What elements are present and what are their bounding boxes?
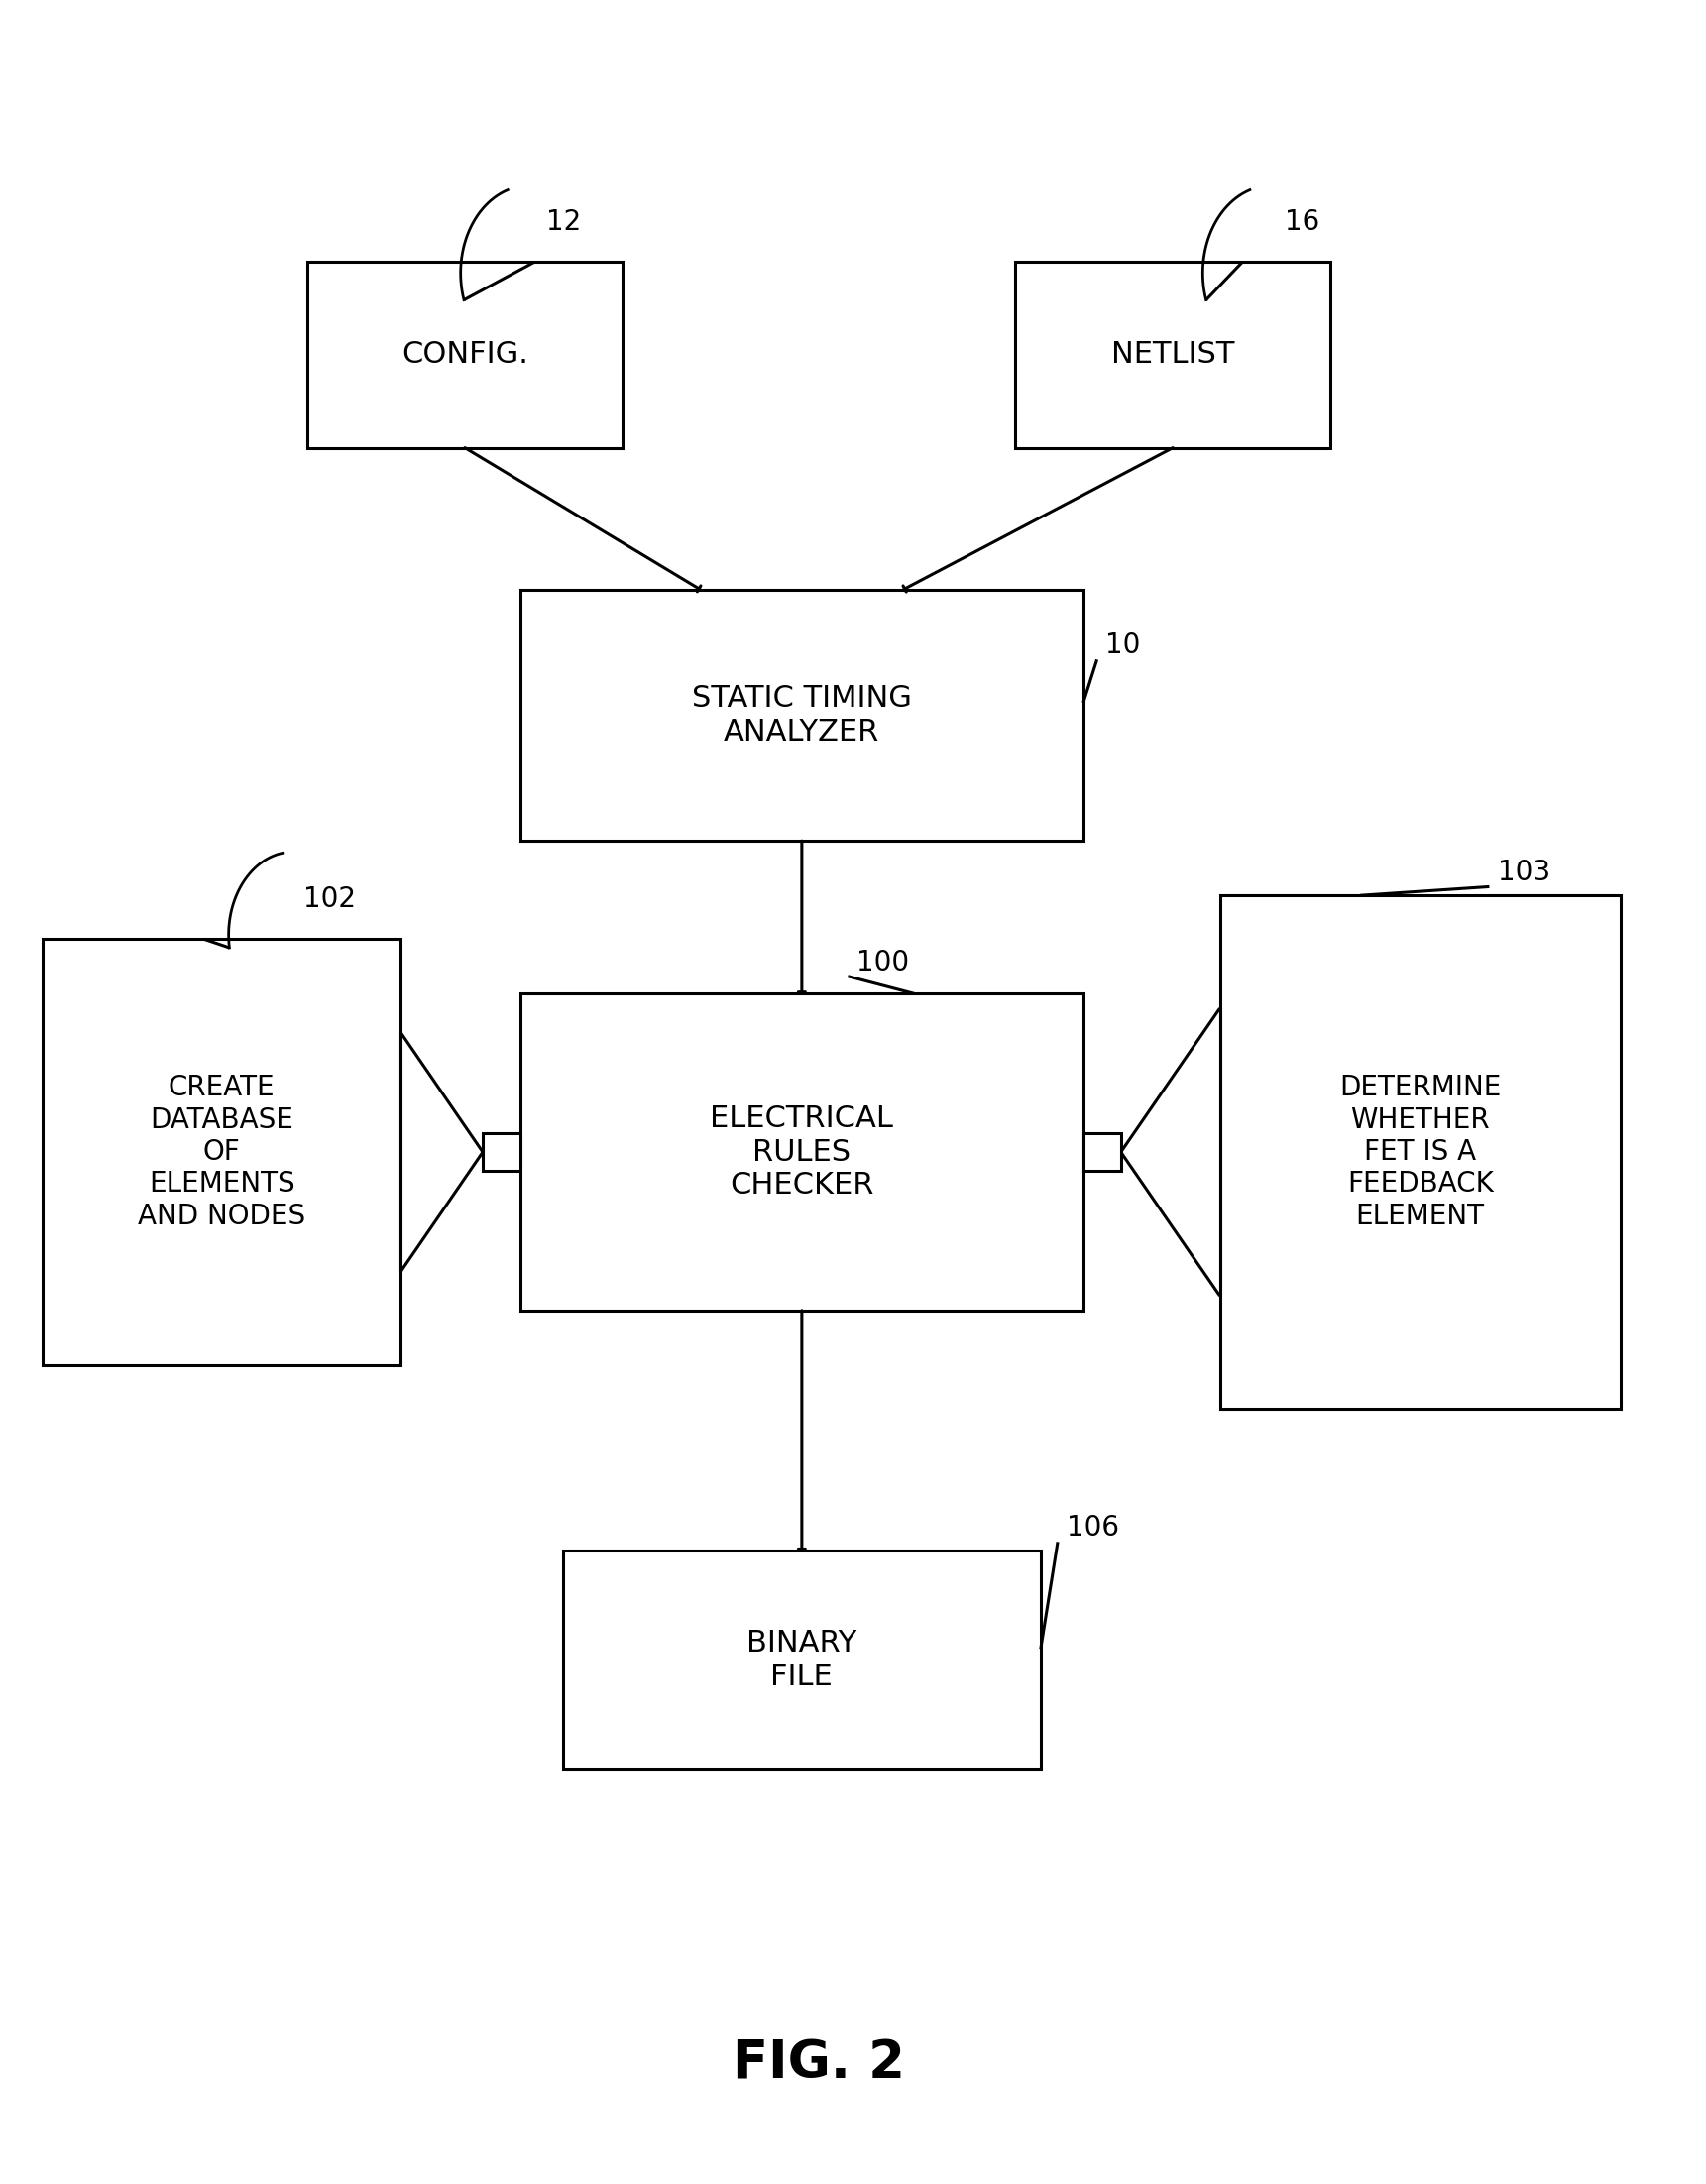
Text: NETLIST: NETLIST	[1111, 341, 1235, 369]
Text: 10: 10	[1105, 631, 1141, 660]
Text: 100: 100	[856, 948, 909, 976]
Bar	[1220, 895, 1621, 1409]
Bar	[1015, 262, 1331, 448]
Text: STATIC TIMING
ANALYZER: STATIC TIMING ANALYZER	[693, 684, 911, 747]
Text: DETERMINE
WHETHER
FET IS A
FEEDBACK
ELEMENT: DETERMINE WHETHER FET IS A FEEDBACK ELEM…	[1339, 1075, 1501, 1230]
Text: 103: 103	[1498, 858, 1551, 887]
Text: 102: 102	[304, 885, 357, 913]
Bar	[307, 262, 623, 448]
Bar	[483, 1133, 520, 1171]
Bar	[1083, 1133, 1121, 1171]
Bar	[520, 994, 1083, 1310]
Text: CREATE
DATABASE
OF
ELEMENTS
AND NODES: CREATE DATABASE OF ELEMENTS AND NODES	[138, 1075, 305, 1230]
Text: CONFIG.: CONFIG.	[401, 341, 529, 369]
Text: 16: 16	[1285, 207, 1319, 236]
Text: ELECTRICAL
RULES
CHECKER: ELECTRICAL RULES CHECKER	[710, 1105, 894, 1199]
Text: 106: 106	[1066, 1514, 1119, 1542]
Text: BINARY
FILE: BINARY FILE	[747, 1629, 856, 1690]
Bar	[520, 590, 1083, 841]
Text: FIG. 2: FIG. 2	[732, 2038, 906, 2090]
Text: 12: 12	[546, 207, 580, 236]
Bar	[43, 939, 401, 1365]
Bar	[563, 1551, 1041, 1769]
